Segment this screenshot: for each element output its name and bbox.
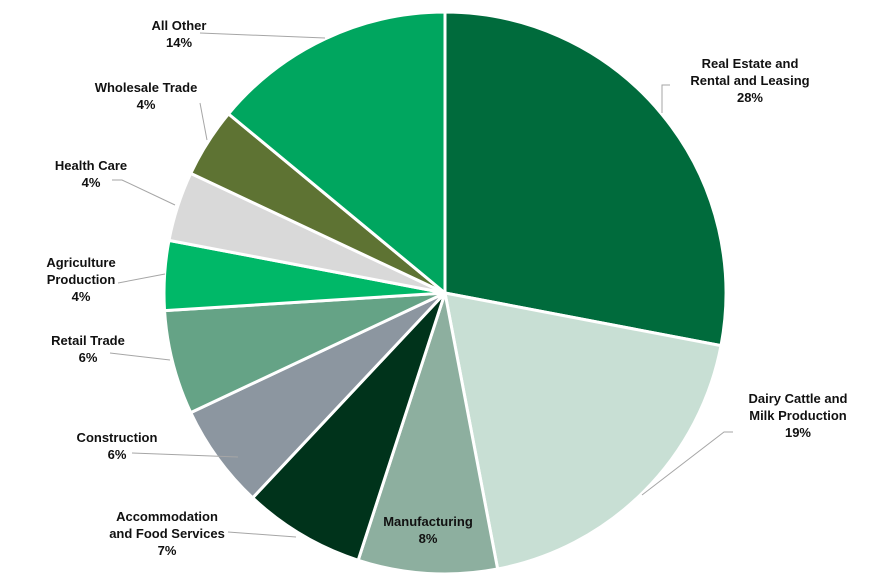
slice-label-text: Agriculture [46,255,116,270]
slice-label: Accommodation and Food Services 7% [109,508,225,559]
leader-line [131,452,239,458]
pie-slice-all-other [226,10,447,295]
leader-lines [109,32,733,538]
slice-label-text: and Food Services [109,526,225,541]
slice-label-text: Dairy Cattle and [748,391,848,406]
leader-line [112,179,176,206]
slice-percent: 4% [136,97,156,112]
slice-percent: 28% [736,90,764,105]
pie-slice-manufacturing [356,291,500,576]
leader-line [199,32,326,39]
slice-percent: 7% [157,543,177,558]
leader-line [199,102,208,141]
slice-percent: 14% [165,35,193,50]
leader-line [641,431,733,496]
slice-percent: 19% [784,425,812,440]
slice-percent: 6% [107,447,127,462]
slice-percent: 4% [81,175,101,190]
leader-line [227,531,297,538]
leader-line [661,84,670,113]
slice-label-text: Real Estate and [701,56,799,71]
leader-line [117,273,166,284]
slice-percent: 4% [71,289,91,304]
slice-label: Dairy Cattle and Milk Production 19% [749,390,848,441]
pie-slices [162,10,728,576]
slice-label-text: Rental and Leasing [690,73,810,88]
slice-label: Wholesale Trade 4% [95,79,198,113]
slice-label-text: Health Care [54,158,128,173]
slice-label: Construction 6% [77,429,158,463]
slice-label-text: Retail Trade [51,333,125,348]
pie-slice-real-estate-and-rental-and-leasing [443,10,728,348]
slice-label-text: Wholesale Trade [94,80,198,95]
slice-label: Manufacturing 8% [383,513,473,547]
pie-slice-dairy-cattle-and-milk-production [443,291,723,571]
slice-label-text: Accommodation [116,509,218,524]
slice-label-text: Manufacturing [383,514,473,529]
slice-label-text: Production [46,272,116,287]
leader-line [109,352,171,361]
slice-percent: 8% [418,531,438,546]
slice-label: Real Estate and Rental and Leasing 28% [690,55,809,106]
slice-label: Retail Trade 6% [51,332,125,366]
slice-label-text: Milk Production [749,408,847,423]
slice-label: Health Care 4% [55,157,127,191]
slice-label: All Other 14% [152,17,207,51]
slice-label-text: All Other [151,18,207,33]
pie-slice-accommodation-and-food-services [251,291,447,562]
slice-label: Agriculture Production 4% [46,254,115,305]
slice-label-text: Construction [76,430,158,445]
slice-percent: 6% [78,350,98,365]
